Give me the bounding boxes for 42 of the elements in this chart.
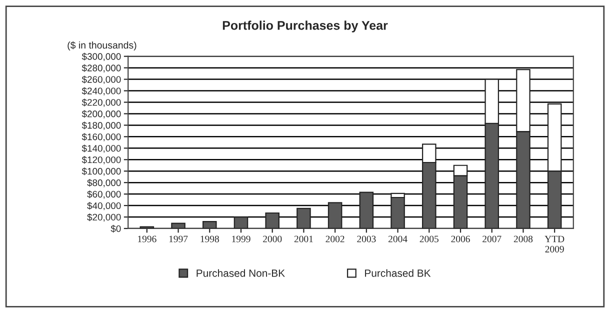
y-tick-label: $120,000 xyxy=(82,156,121,164)
y-tick-label: $240,000 xyxy=(82,87,121,96)
y-tick-label: $220,000 xyxy=(82,98,121,107)
y-tick-label: $80,000 xyxy=(87,179,121,188)
y-tick-label: $20,000 xyxy=(87,213,121,222)
bar xyxy=(328,202,342,228)
bar xyxy=(390,196,405,228)
x-tick-label: 2001 xyxy=(294,236,313,242)
y-tick-label: $280,000 xyxy=(82,64,121,72)
y-tick-label: $140,000 xyxy=(82,144,121,153)
y-axis-title: ($ in thousands) xyxy=(68,41,136,51)
x-tick-label: 1998 xyxy=(200,236,219,242)
y-tick-label: $260,000 xyxy=(82,76,121,84)
y-tick-label: $160,000 xyxy=(82,133,121,142)
x-tick-label: 2008 xyxy=(514,236,533,242)
x-tick-label: 2003 xyxy=(357,236,376,242)
x-tick-label: 2005 xyxy=(420,236,438,242)
x-tick-label: 2000 xyxy=(263,236,282,242)
legend-label: Purchased Non-BK xyxy=(196,269,285,277)
y-tick-label: $0 xyxy=(110,224,121,233)
x-tick-label: 2004 xyxy=(388,236,408,242)
legend-label: Purchased BK xyxy=(365,269,431,277)
y-tick-label: $100,000 xyxy=(82,168,121,176)
y-tick-label: $40,000 xyxy=(87,202,121,210)
chart-title: Portfolio Purchases by Year xyxy=(222,20,388,32)
bar xyxy=(265,212,280,228)
bar xyxy=(171,222,186,228)
x-tick-label: 2007 xyxy=(482,236,502,242)
y-tick-label: $180,000 xyxy=(82,122,121,130)
bar xyxy=(234,216,248,228)
x-tick-label: 1999 xyxy=(232,236,250,242)
x-tick-label: 2002 xyxy=(326,236,344,242)
bar xyxy=(296,208,311,228)
y-tick-label: $300,000 xyxy=(82,52,121,61)
bar xyxy=(202,221,217,228)
bar xyxy=(359,192,374,228)
x-tick-label: YTD 2009 xyxy=(544,236,564,252)
x-tick-label: 1997 xyxy=(169,236,188,242)
x-tick-label: 1996 xyxy=(138,236,156,242)
y-tick-label: $200,000 xyxy=(82,110,121,118)
y-tick-label: $60,000 xyxy=(87,190,121,199)
x-tick-label: 2006 xyxy=(451,236,470,242)
